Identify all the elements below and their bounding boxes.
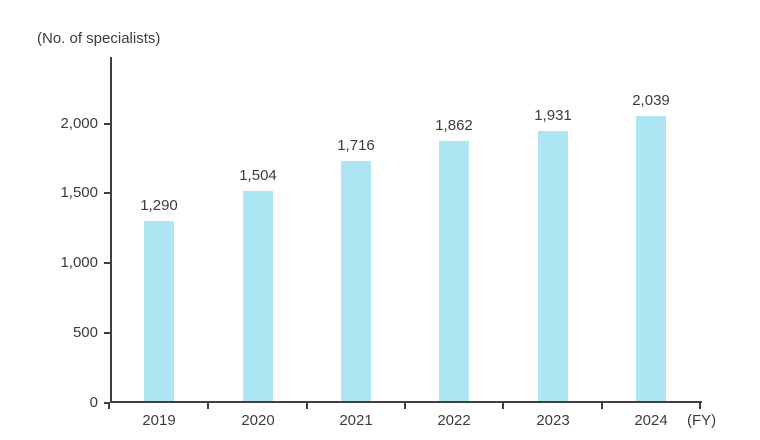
x-tick-mark (600, 403, 603, 409)
x-tick-label-2019: 2019 (142, 412, 176, 429)
x-tick-mark (699, 403, 701, 409)
bar-2024 (636, 116, 666, 401)
y-axis-title: (No. of specialists) (37, 30, 161, 47)
x-tick-label-2024: 2024 (634, 412, 668, 429)
y-tick-mark (104, 332, 110, 335)
y-tick-label: 1,500 (60, 184, 98, 202)
bar-2023 (538, 131, 568, 401)
x-tick-label-2022: 2022 (437, 412, 471, 429)
y-tick-label: 2,000 (60, 114, 98, 132)
y-tick-label: 0 (89, 394, 98, 411)
plot-area (110, 57, 702, 403)
x-axis-unit-label: (FY) (687, 412, 717, 429)
bar-value-label: 1,862 (435, 117, 473, 134)
x-tick-label-2020: 2020 (241, 412, 275, 429)
x-tick-label-2023: 2023 (536, 412, 570, 429)
x-tick-mark (502, 403, 505, 409)
bar-2020 (243, 191, 273, 401)
bar-2021 (341, 161, 371, 401)
x-tick-mark (207, 403, 210, 409)
y-tick-mark (104, 192, 110, 195)
bar-2022 (439, 141, 469, 401)
x-tick-mark (305, 403, 308, 409)
y-tick-mark (104, 402, 110, 404)
x-tick-mark (108, 403, 110, 409)
bar-value-label: 1,931 (534, 107, 572, 124)
bar-value-label: 2,039 (632, 92, 670, 109)
bar-value-label: 1,504 (239, 167, 277, 184)
y-tick-mark (104, 122, 110, 125)
x-tick-label-2021: 2021 (339, 412, 373, 429)
y-tick-label: 500 (72, 324, 98, 342)
bar-2019 (144, 221, 174, 401)
bar-value-label: 1,716 (337, 137, 375, 154)
bar-value-label: 1,290 (140, 197, 178, 214)
y-tick-mark (104, 262, 110, 265)
y-tick-label: 1,000 (60, 254, 98, 272)
x-tick-mark (404, 403, 406, 409)
